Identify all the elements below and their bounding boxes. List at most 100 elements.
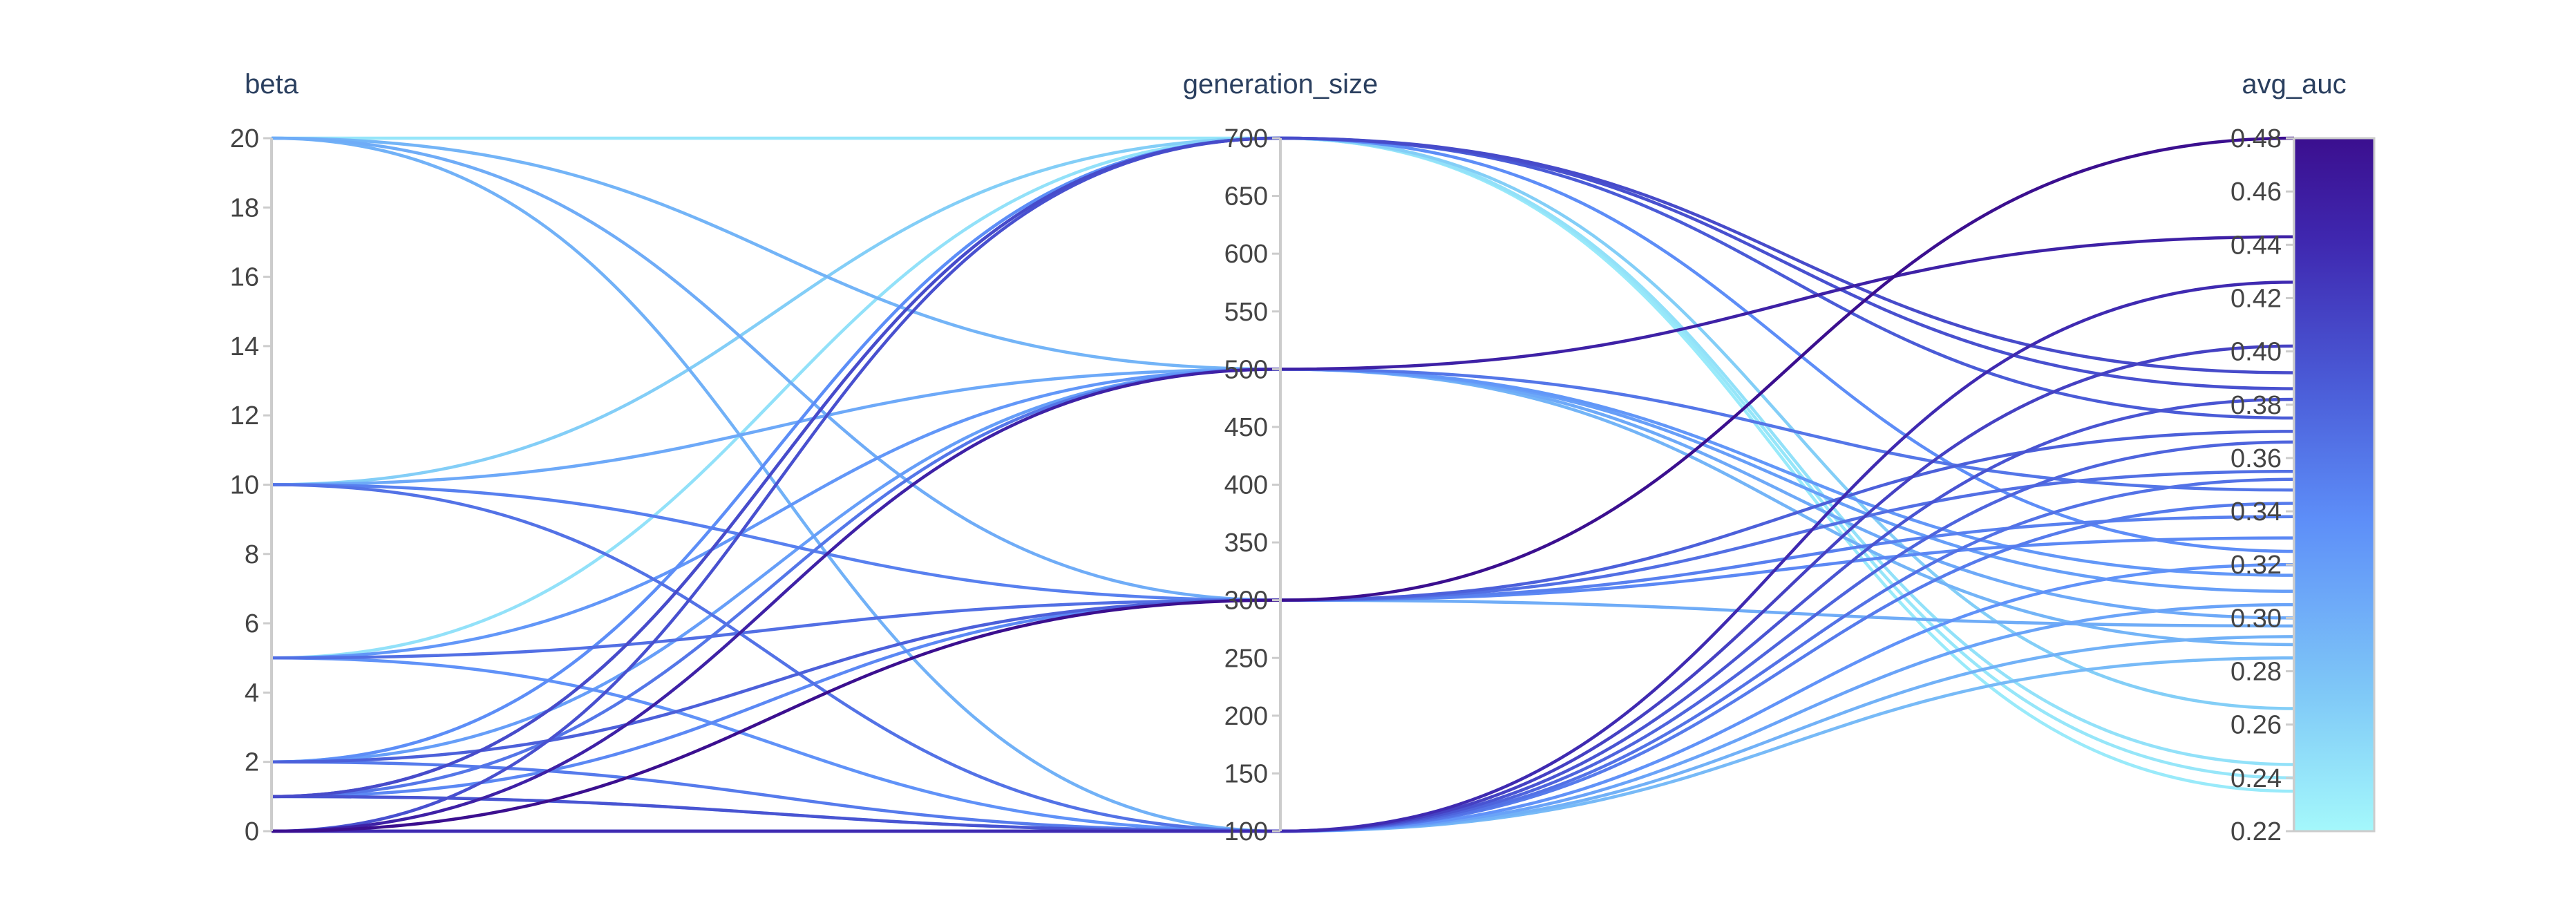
data-line [272, 281, 2295, 833]
data-line [271, 136, 2295, 647]
tick-label: 0.42 [2231, 284, 2282, 313]
data-line-segment [1280, 368, 2295, 647]
tick-label: 0.32 [2231, 551, 2282, 580]
colorbar-frame [2293, 137, 2376, 833]
colorbar [2293, 137, 2376, 833]
data-line-segment [271, 136, 1281, 660]
data-line-segment [1280, 602, 2295, 833]
tick-label: 16 [230, 263, 259, 292]
tick-label: 8 [245, 540, 259, 569]
data-line-segment [1280, 136, 2295, 390]
tick-label: 0 [245, 817, 259, 846]
data-line [271, 477, 2295, 833]
data-line [271, 397, 2295, 833]
data-line-segment [271, 795, 1281, 833]
data-line [271, 430, 2295, 763]
data-line-segment [271, 136, 1281, 833]
tick-label: 20 [230, 124, 259, 153]
data-line-segment [1280, 281, 2295, 833]
colorbar-gradient [2294, 138, 2374, 831]
tick-label: 0.28 [2231, 658, 2282, 687]
data-line [271, 136, 2295, 833]
data-line-segment [1280, 440, 2295, 833]
data-line-segment [1280, 368, 2295, 620]
data-line [271, 136, 2295, 710]
data-line-segment [1280, 368, 2295, 577]
axis-title: avg_auc [2242, 69, 2346, 99]
tick-label: 100 [1224, 817, 1268, 846]
data-line-segment [1280, 235, 2295, 371]
data-line-segment [1280, 635, 2295, 833]
tick-label: 0.26 [2231, 711, 2282, 740]
data-lines [271, 136, 2295, 833]
data-line [271, 562, 2295, 833]
data-line-segment [1280, 477, 2295, 833]
data-line-segment [1280, 368, 2295, 492]
tick-label: 0.46 [2231, 178, 2282, 207]
tick-label: 0.24 [2231, 764, 2282, 793]
data-line-segment [1280, 502, 2295, 833]
tick-label: 12 [230, 401, 259, 430]
axis-title: generation_size [1183, 69, 1378, 99]
data-line-segment [271, 368, 1281, 486]
data-line-segment [271, 136, 1281, 486]
axis-generation-size[interactable]: generation_size 100 150 200 250 300 350 400 450 5… [1183, 69, 1378, 846]
data-line [271, 136, 2295, 799]
data-line [271, 136, 2295, 763]
data-line-segment [1280, 136, 2295, 602]
tick-label: 4 [245, 678, 259, 708]
tick-label: 14 [230, 332, 259, 361]
tick-label: 450 [1224, 413, 1268, 442]
data-line-segment [271, 760, 1281, 833]
axis-title: beta [245, 69, 299, 99]
data-line [271, 368, 2295, 660]
data-line-segment [1280, 136, 2295, 793]
tick-label: 400 [1224, 471, 1268, 500]
data-line-segment [271, 598, 1281, 763]
data-line-segment [271, 598, 1281, 833]
data-line-segment [271, 136, 1281, 799]
tick-label: 0.44 [2231, 231, 2282, 260]
data-line-segment [271, 368, 1281, 660]
tick-label: 6 [245, 609, 259, 638]
data-line-segment [1280, 430, 2295, 602]
data-line [271, 368, 2295, 799]
data-line-segment [271, 483, 1281, 602]
tick-label: 0.22 [2231, 817, 2282, 846]
data-line-segment [271, 598, 1281, 660]
tick-label: 18 [230, 193, 259, 222]
data-line [271, 368, 2295, 620]
data-line-segment [271, 483, 1281, 833]
data-line-segment [271, 368, 1281, 763]
data-line-segment [1280, 136, 2295, 420]
tick-label: 0.36 [2231, 444, 2282, 473]
data-line-segment [1280, 562, 2295, 833]
data-line-segment [1280, 598, 2295, 628]
data-line-segment [271, 136, 1281, 371]
tick-label: 700 [1224, 124, 1268, 153]
data-line-segment [271, 368, 1281, 799]
tick-label: 250 [1224, 644, 1268, 673]
tick-label: 10 [230, 471, 259, 500]
tick-label: 0.34 [2231, 497, 2282, 526]
data-line-segment [1280, 656, 2295, 833]
tick-label: 550 [1224, 298, 1268, 327]
tick-label: 0.38 [2231, 391, 2282, 420]
data-line-segment [1280, 469, 2295, 602]
data-line-segment [1280, 136, 2295, 553]
axes: beta 0 2 4 6 8 10 12 14 16 18 20 generation_size 100 1… [230, 69, 2347, 846]
tick-label: 500 [1224, 355, 1268, 384]
axis-avg-auc[interactable]: avg_auc 0.22 0.24 0.26 0.28 0.30 0.32 0.34 0.36 0… [2231, 69, 2347, 846]
data-line-segment [271, 656, 1281, 833]
tick-label: 0.48 [2231, 124, 2282, 153]
axis-beta[interactable]: beta 0 2 4 6 8 10 12 14 16 18 20 [230, 69, 299, 846]
data-line-segment [1280, 136, 2295, 780]
data-line-segment [1280, 397, 2295, 833]
data-line [271, 235, 2295, 833]
tick-label: 300 [1224, 587, 1268, 616]
tick-label: 150 [1224, 759, 1268, 788]
tick-label: 0.30 [2231, 604, 2282, 633]
data-line-segment [271, 136, 1281, 763]
